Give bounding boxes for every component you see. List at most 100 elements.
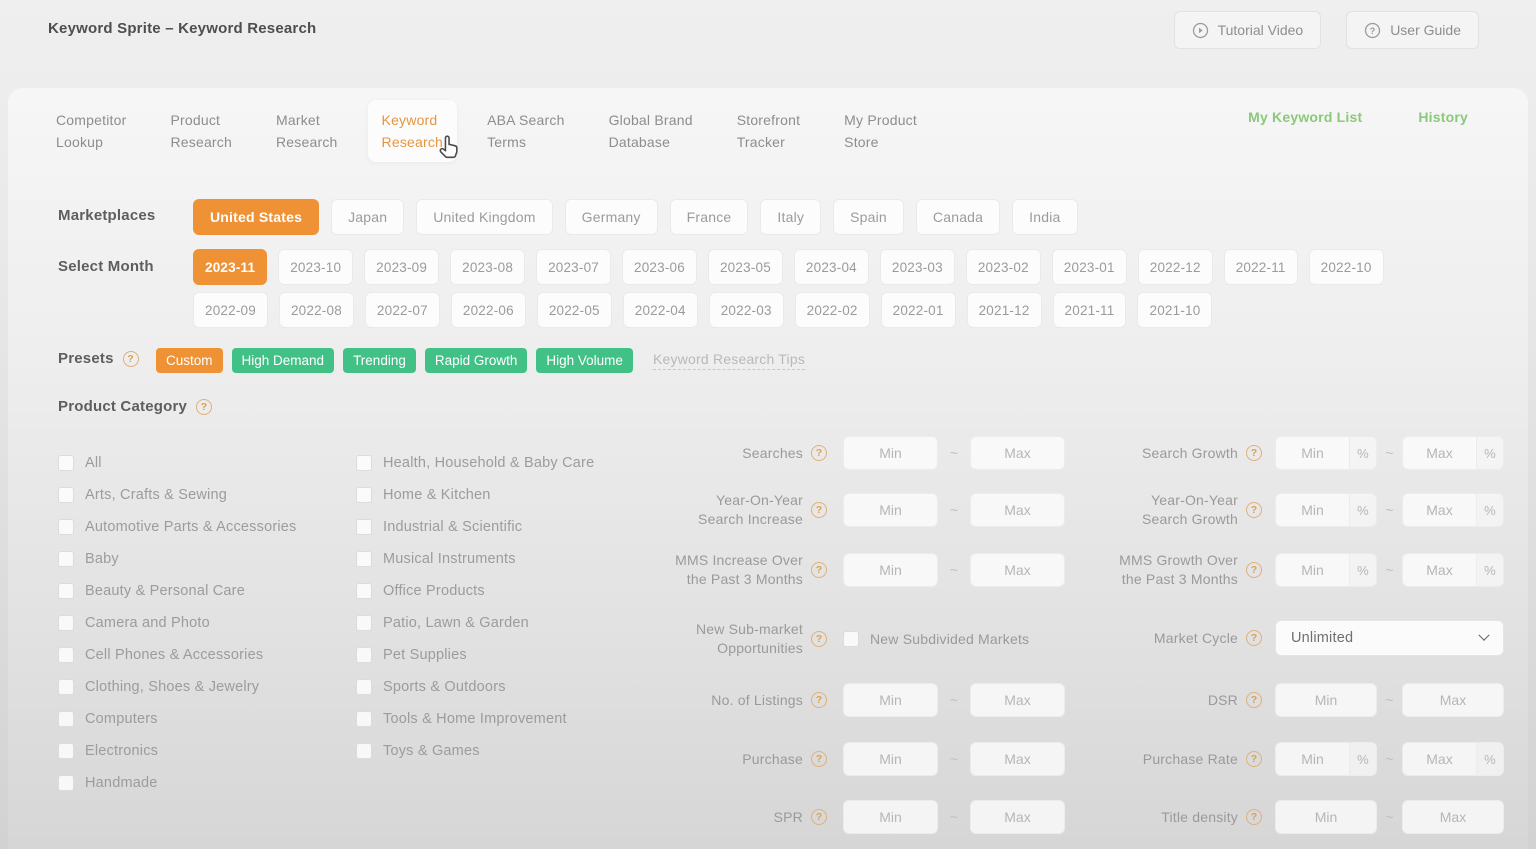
tab-storefront-tracker[interactable]: Storefront Tracker xyxy=(723,100,814,162)
month-2022-02[interactable]: 2022-02 xyxy=(794,292,870,328)
month-2022-05[interactable]: 2022-05 xyxy=(536,292,612,328)
no-of-listings-min-input[interactable] xyxy=(843,683,938,717)
marketplace-united-kingdom[interactable]: United Kingdom xyxy=(416,199,553,235)
help-icon[interactable]: ? xyxy=(196,398,213,415)
marketplace-united-states[interactable]: United States xyxy=(193,199,320,235)
mms-increase-over-the-past-3-months-max-input[interactable] xyxy=(970,553,1065,587)
month-2022-09[interactable]: 2022-09 xyxy=(193,292,268,328)
search-growth-max-input[interactable] xyxy=(1403,437,1476,469)
month-2023-06[interactable]: 2023-06 xyxy=(622,249,697,285)
help-icon[interactable]: ? xyxy=(811,809,827,825)
help-icon[interactable]: ? xyxy=(1246,502,1262,518)
checkbox[interactable] xyxy=(58,583,74,599)
month-2023-05[interactable]: 2023-05 xyxy=(707,249,783,285)
month-2023-09[interactable]: 2023-09 xyxy=(364,249,440,285)
help-icon[interactable]: ? xyxy=(122,350,139,367)
searches-max-input[interactable] xyxy=(970,436,1065,470)
month-2023-04[interactable]: 2023-04 xyxy=(793,249,869,285)
checkbox[interactable] xyxy=(356,455,372,471)
new-subdivided-markets-checkbox[interactable]: New Subdivided Markets xyxy=(843,631,1029,647)
month-2021-12[interactable]: 2021-12 xyxy=(966,292,1042,328)
category-automotive-parts-accessories[interactable]: Automotive Parts & Accessories xyxy=(58,511,297,543)
category-beauty-personal-care[interactable]: Beauty & Personal Care xyxy=(58,575,297,607)
no-of-listings-max-input[interactable] xyxy=(970,683,1065,717)
purchase-max-input[interactable] xyxy=(970,742,1065,776)
month-2022-04[interactable]: 2022-04 xyxy=(622,292,698,328)
help-icon[interactable]: ? xyxy=(811,751,827,767)
checkbox[interactable] xyxy=(58,455,74,471)
month-2023-10[interactable]: 2023-10 xyxy=(278,249,354,285)
checkbox[interactable] xyxy=(58,647,74,663)
year-on-year-search-increase-max-input[interactable] xyxy=(970,493,1065,527)
checkbox[interactable] xyxy=(356,615,372,631)
month-2022-01[interactable]: 2022-01 xyxy=(880,292,956,328)
help-icon[interactable]: ? xyxy=(1246,751,1262,767)
tab-aba-search-terms[interactable]: ABA Search Terms xyxy=(473,100,579,162)
preset-high-demand[interactable]: High Demand xyxy=(231,348,335,373)
marketplace-italy[interactable]: Italy xyxy=(760,199,822,235)
tutorial-video-button[interactable]: Tutorial Video xyxy=(1173,11,1322,49)
help-icon[interactable]: ? xyxy=(1246,562,1262,578)
category-camera-and-photo[interactable]: Camera and Photo xyxy=(58,607,297,639)
checkbox[interactable] xyxy=(356,647,372,663)
tab-global-brand-database[interactable]: Global Brand Database xyxy=(595,100,707,162)
checkbox[interactable] xyxy=(356,583,372,599)
marketplace-india[interactable]: India xyxy=(1012,199,1078,235)
checkbox[interactable] xyxy=(58,487,74,503)
mms-increase-over-the-past-3-months-min-input[interactable] xyxy=(843,553,938,587)
month-2022-06[interactable]: 2022-06 xyxy=(450,292,526,328)
help-icon[interactable]: ? xyxy=(811,631,827,647)
title-density-min-input[interactable] xyxy=(1275,800,1377,834)
month-2021-10[interactable]: 2021-10 xyxy=(1137,292,1213,328)
dsr-max-input[interactable] xyxy=(1402,683,1504,717)
preset-custom[interactable]: Custom xyxy=(156,348,223,373)
checkbox[interactable] xyxy=(356,743,372,759)
month-2022-10[interactable]: 2022-10 xyxy=(1308,249,1384,285)
marketplace-spain[interactable]: Spain xyxy=(833,199,904,235)
checkbox[interactable] xyxy=(356,551,372,567)
help-icon[interactable]: ? xyxy=(811,692,827,708)
preset-trending[interactable]: Trending xyxy=(343,348,416,373)
category-home-kitchen[interactable]: Home & Kitchen xyxy=(356,479,594,511)
spr-max-input[interactable] xyxy=(970,800,1065,834)
help-icon[interactable]: ? xyxy=(1246,809,1262,825)
category-baby[interactable]: Baby xyxy=(58,543,297,575)
month-2023-01[interactable]: 2023-01 xyxy=(1051,249,1127,285)
title-density-max-input[interactable] xyxy=(1402,800,1504,834)
checkbox[interactable] xyxy=(356,679,372,695)
searches-min-input[interactable] xyxy=(843,436,938,470)
category-patio-lawn-garden[interactable]: Patio, Lawn & Garden xyxy=(356,607,594,639)
category-computers[interactable]: Computers xyxy=(58,703,297,735)
help-icon[interactable]: ? xyxy=(1246,692,1262,708)
help-icon[interactable]: ? xyxy=(1246,445,1262,461)
mms-growth-over-the-past-3-months-max-input[interactable] xyxy=(1403,554,1476,586)
category-handmade[interactable]: Handmade xyxy=(58,767,297,799)
year-on-year-search-growth-min-input[interactable] xyxy=(1276,494,1349,526)
checkbox[interactable] xyxy=(58,519,74,535)
help-icon[interactable]: ? xyxy=(1246,630,1262,646)
help-icon[interactable]: ? xyxy=(811,445,827,461)
tab-market-research[interactable]: Market Research xyxy=(262,100,352,162)
category-cell-phones-accessories[interactable]: Cell Phones & Accessories xyxy=(58,639,297,671)
link-history[interactable]: History xyxy=(1418,109,1468,125)
tab-keyword-research[interactable]: Keyword Research xyxy=(367,100,458,162)
checkbox[interactable] xyxy=(58,615,74,631)
marketplace-germany[interactable]: Germany xyxy=(564,199,658,235)
category-health-household-baby-care[interactable]: Health, Household & Baby Care xyxy=(356,447,594,479)
checkbox[interactable] xyxy=(58,711,74,727)
spr-min-input[interactable] xyxy=(843,800,938,834)
dsr-min-input[interactable] xyxy=(1275,683,1377,717)
category-pet-supplies[interactable]: Pet Supplies xyxy=(356,639,594,671)
category-toys-games[interactable]: Toys & Games xyxy=(356,735,594,767)
purchase-rate-min-input[interactable] xyxy=(1276,743,1349,775)
checkbox[interactable] xyxy=(356,711,372,727)
month-2023-11[interactable]: 2023-11 xyxy=(193,249,268,285)
link-my-keyword-list[interactable]: My Keyword List xyxy=(1248,109,1363,125)
category-electronics[interactable]: Electronics xyxy=(58,735,297,767)
category-office-products[interactable]: Office Products xyxy=(356,575,594,607)
preset-rapid-growth[interactable]: Rapid Growth xyxy=(424,348,528,373)
category-arts-crafts-sewing[interactable]: Arts, Crafts & Sewing xyxy=(58,479,297,511)
month-2023-02[interactable]: 2023-02 xyxy=(965,249,1041,285)
category-musical-instruments[interactable]: Musical Instruments xyxy=(356,543,594,575)
month-2022-07[interactable]: 2022-07 xyxy=(364,292,440,328)
